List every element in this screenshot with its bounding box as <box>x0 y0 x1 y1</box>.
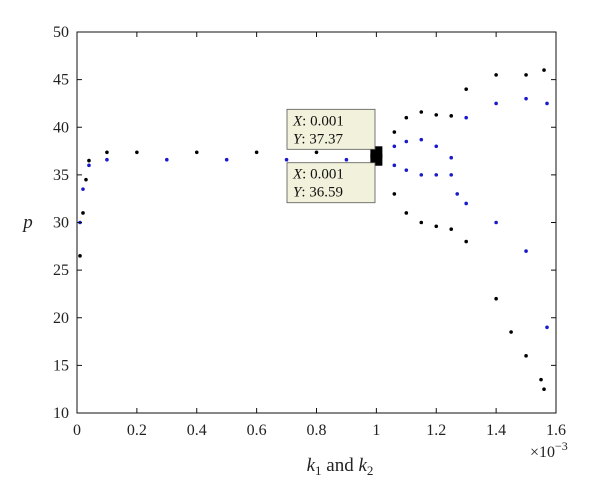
y-tick-label: 10 <box>53 405 69 422</box>
blue-series-point <box>105 157 109 162</box>
x-tick-label: 1.6 <box>546 422 566 439</box>
y-axis-label: p <box>21 212 33 233</box>
x-tick-label: 0.8 <box>307 422 327 439</box>
blue-series-point <box>81 187 85 191</box>
y-tick-label: 15 <box>53 357 69 374</box>
blue-series-point <box>419 173 424 177</box>
black-series-point <box>404 211 409 215</box>
blue-series-point <box>404 168 409 172</box>
black-series-point <box>449 227 454 231</box>
x-tick-label: 1.4 <box>486 422 506 439</box>
black-series-point <box>194 150 199 155</box>
blue-series-point <box>165 157 169 162</box>
blue-series-point <box>464 115 468 120</box>
x-tick-label: 0.6 <box>247 422 267 439</box>
data-tip-box <box>286 162 376 204</box>
black-series-point <box>392 192 397 196</box>
black-series-point <box>539 377 543 382</box>
black-series-point <box>419 220 424 225</box>
blue-series-point <box>434 144 439 149</box>
black-series-point <box>494 296 498 301</box>
data-tip-x: X: 0.001 <box>292 167 344 183</box>
blue-series-point <box>284 157 289 162</box>
data-tips: X: 0.001 Y: 37.37 X: 0.001 Y: 36.59 <box>286 108 383 204</box>
blue-series-point <box>87 163 91 168</box>
black-series-point <box>542 387 546 391</box>
black-series-point <box>419 110 424 114</box>
blue-series-point <box>524 96 528 101</box>
blue-series-point <box>419 137 424 142</box>
black-series-point <box>494 73 498 77</box>
data-tip-y: Y: 36.59 <box>293 185 343 201</box>
data-tip-y: Y: 37.37 <box>293 131 344 147</box>
black-series-point <box>78 254 82 258</box>
black-series-point <box>434 113 439 117</box>
blue-series-point <box>524 249 528 253</box>
blue-series-point <box>344 157 349 162</box>
x-tick-label: 1.2 <box>426 422 446 439</box>
black-series-point <box>464 239 468 244</box>
blue-series-point <box>392 144 397 149</box>
blue-series-point <box>449 173 454 177</box>
x-axis-label: k1 and k2 <box>307 455 374 478</box>
y-tick-label: 30 <box>53 215 69 232</box>
blue-series-point <box>464 201 468 206</box>
black-series-point <box>105 150 109 155</box>
blue-series-point <box>434 173 439 177</box>
y-tick-label: 40 <box>53 119 69 136</box>
black-series-point <box>524 354 528 358</box>
black-series-point <box>434 224 439 229</box>
x-tick-label: 0 <box>73 422 81 439</box>
blue-series-point <box>455 192 460 196</box>
y-tick-label: 50 <box>53 24 69 41</box>
blue-series-point <box>404 139 409 144</box>
black-series-point <box>404 115 409 120</box>
blue-series-point <box>392 163 397 168</box>
x-tick-label: 1 <box>372 422 380 439</box>
black-series-point <box>81 211 85 215</box>
blue-series-point <box>545 325 549 330</box>
blue-series-point <box>545 101 549 106</box>
black-series-point <box>87 158 91 163</box>
data-points <box>78 68 549 391</box>
black-series-point <box>84 177 88 182</box>
black-series-point <box>254 150 259 155</box>
data-tip-box <box>286 108 376 150</box>
black-series-point <box>524 73 528 77</box>
black-series-point <box>314 150 319 155</box>
x-multiplier-label: ×10−3 <box>530 439 568 461</box>
data-tip-x: X: 0.001 <box>292 113 344 129</box>
x-tick-label: 0.2 <box>127 422 147 439</box>
y-tick-label: 35 <box>53 167 69 184</box>
blue-series-point <box>449 155 454 160</box>
y-tick-label: 25 <box>53 262 69 279</box>
black-series-point <box>542 68 546 72</box>
blue-series-point <box>494 220 498 225</box>
plot-frame <box>76 31 557 414</box>
axis-ticks <box>76 31 557 414</box>
black-series-point <box>449 114 454 118</box>
black-series-point <box>509 330 513 334</box>
blue-series-point <box>224 157 229 162</box>
black-series-point <box>135 150 139 155</box>
y-tick-label: 45 <box>53 72 69 89</box>
black-series-point <box>392 130 397 134</box>
x-tick-label: 0.4 <box>187 422 207 439</box>
blue-series-point <box>494 101 498 106</box>
black-series-point <box>464 87 468 91</box>
tick-labels: 0 0.2 0.4 0.6 0.8 1 1.2 1.4 1.6 10 15 20 25 30 35 40 45 5… <box>53 24 566 439</box>
y-tick-label: 20 <box>53 310 69 327</box>
